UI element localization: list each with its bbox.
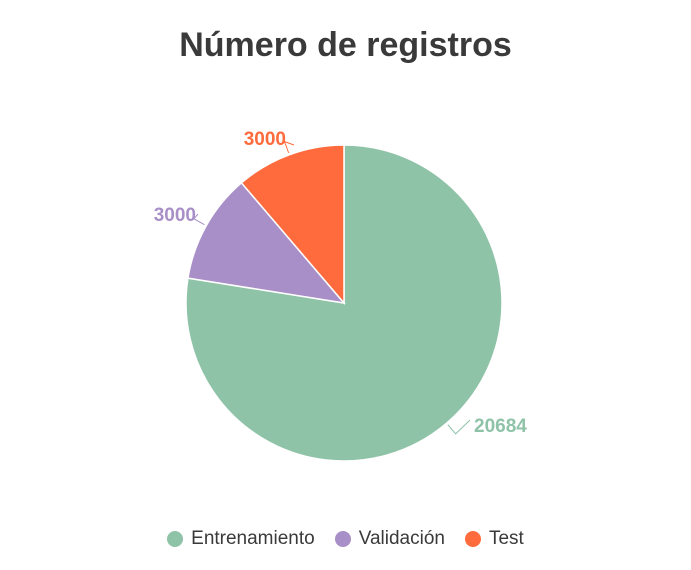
legend: Entrenamiento Validación Test <box>0 528 691 550</box>
legend-label: Test <box>488 528 524 549</box>
data-label-entrenamiento: 20684 <box>474 416 527 437</box>
chart-title: Número de registros <box>179 26 512 64</box>
pie-slice-validación <box>187 181 346 305</box>
legend-item-validación[interactable]: Validación <box>334 528 445 550</box>
legend-swatch <box>464 531 481 547</box>
legend-swatch <box>167 531 184 547</box>
legend-label: Validación <box>358 528 445 549</box>
legend-label: Entrenamiento <box>191 528 315 549</box>
pie-chart: 20684 3000 3000 <box>154 129 527 462</box>
leader-line-entrenamiento <box>447 419 471 435</box>
legend-swatch <box>334 531 351 547</box>
pie-slice-test <box>240 144 345 306</box>
data-label-validación: 3000 <box>154 205 196 226</box>
data-label-test: 3000 <box>244 129 286 150</box>
legend-item-entrenamiento[interactable]: Entrenamiento <box>167 528 315 550</box>
legend-item-test[interactable]: Test <box>464 528 524 550</box>
leader-line-test <box>283 140 295 154</box>
leader-line-validación <box>193 213 205 226</box>
